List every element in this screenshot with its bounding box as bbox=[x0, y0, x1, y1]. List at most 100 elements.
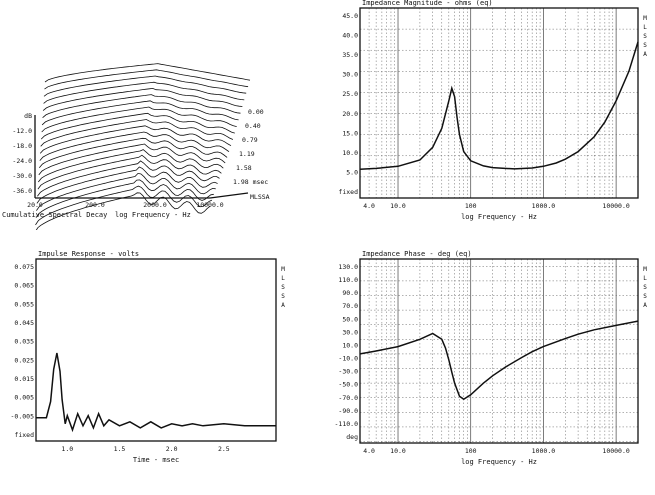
y-tick-label: 10.0 bbox=[342, 341, 358, 349]
x-tick-label: 100 bbox=[465, 447, 477, 455]
z-axis-line bbox=[209, 192, 249, 199]
waterfall-slice bbox=[34, 192, 211, 233]
impulse-response-chart: Impulse Response - volts 0.075 0.065 0.055 0… bbox=[11, 250, 286, 464]
waterfall-slice bbox=[37, 160, 220, 197]
y-tick-label: 0.025 bbox=[14, 356, 34, 364]
y-tick-label: 0.045 bbox=[14, 319, 34, 327]
y-tick-label: -30.0 bbox=[338, 368, 358, 376]
x-tick-label: 2000.0 bbox=[143, 201, 167, 209]
y-tick-label: deg bbox=[346, 433, 358, 441]
side-label-char: A bbox=[643, 51, 647, 58]
y-tick-label: 70.0 bbox=[342, 302, 358, 310]
x-tick-label: 1.5 bbox=[114, 445, 126, 453]
impulse-response-panel: Impulse Response - volts 0.075 0.065 0.055 0… bbox=[0, 250, 300, 475]
waterfall-slice bbox=[44, 63, 251, 83]
x-axis-label: log Frequency - Hz bbox=[461, 458, 537, 466]
chart-title: Impulse Response - volts bbox=[38, 250, 139, 258]
impedance-phase-chart: Impedance Phase - deg (eq) 130.0 110.0 90.0… bbox=[335, 250, 648, 466]
y-tick-label: 10.0 bbox=[342, 149, 358, 157]
side-label-char: M bbox=[281, 266, 285, 273]
waterfall-slice bbox=[39, 125, 232, 154]
waterfall-slice bbox=[35, 185, 213, 226]
side-label-char: A bbox=[281, 302, 285, 309]
time-tick-label: 0.40 bbox=[245, 122, 261, 130]
time-tick-label: 1.58 bbox=[236, 164, 252, 172]
data-series-line bbox=[359, 41, 639, 171]
y-tick-label: 35.0 bbox=[342, 51, 358, 59]
x-tick-label: 1000.0 bbox=[532, 447, 556, 455]
time-tick-label: 1.98 msec bbox=[233, 178, 268, 186]
chart-title: Impedance Phase - deg (eq) bbox=[362, 250, 472, 258]
chart-title: Cumulative Spectral Decay bbox=[2, 211, 107, 219]
waterfall-slice bbox=[41, 100, 239, 126]
y-tick-label: -0.005 bbox=[11, 412, 35, 420]
x-tick-label: 1.0 bbox=[61, 445, 73, 453]
waterfall-slice bbox=[37, 154, 222, 190]
side-label-char: M bbox=[643, 266, 647, 273]
y-tick-label: -70.0 bbox=[338, 394, 358, 402]
y-tick-label: 15.0 bbox=[342, 129, 358, 137]
waterfall-slice bbox=[42, 94, 241, 119]
impedance-magnitude-chart: Impedance Magnitude - ohms (eq) 45.0 40.0 3… bbox=[338, 0, 647, 221]
x-axis-label: log Frequency - Hz bbox=[461, 213, 537, 221]
x-tick-label: 10000.0 bbox=[602, 202, 629, 210]
waterfall-slice bbox=[38, 137, 228, 168]
y-tick-label: -18.0 bbox=[12, 142, 32, 150]
cumulative-spectral-decay-chart: dB -12.0 -18.0 -24.0 -30.0 -36.0 0.00 0.40 0.79 1… bbox=[2, 63, 270, 233]
y-tick-label: -24.0 bbox=[12, 157, 32, 165]
time-tick-label: 0.00 bbox=[248, 108, 264, 116]
x-tick-label: 10000.0 bbox=[602, 447, 629, 455]
y-tick-label: 5.0 bbox=[346, 168, 358, 176]
time-tick-label: 1.19 bbox=[239, 150, 255, 158]
y-tick-label: 45.0 bbox=[342, 12, 358, 20]
plot-frame bbox=[35, 258, 277, 442]
y-tick-label: fixed bbox=[14, 431, 34, 439]
x-tick-label: 10.0 bbox=[390, 202, 406, 210]
legend-label: MLSSA bbox=[250, 193, 270, 201]
x-tick-label: 4.0 bbox=[363, 447, 375, 455]
data-series-line bbox=[359, 320, 639, 401]
waterfall-slice bbox=[44, 69, 249, 90]
y-tick-label: 25.0 bbox=[342, 90, 358, 98]
waterfall-slice bbox=[36, 166, 218, 204]
side-label-char: L bbox=[643, 275, 647, 282]
waterfall-slice bbox=[39, 131, 230, 161]
csd-panel: dB -12.0 -18.0 -24.0 -30.0 -36.0 0.00 0.40 0.79 1… bbox=[0, 0, 290, 233]
waterfall-slice bbox=[37, 149, 224, 183]
x-tick-label: 100 bbox=[465, 202, 477, 210]
side-label-char: A bbox=[643, 302, 647, 309]
chart-title: Impedance Magnitude - ohms (eq) bbox=[362, 0, 493, 7]
x-tick-label: 10.0 bbox=[390, 447, 406, 455]
y-tick-label: -12.0 bbox=[12, 127, 32, 135]
y-tick-label: 50.0 bbox=[342, 315, 358, 323]
x-tick-label: 200.0 bbox=[85, 201, 105, 209]
y-tick-label: 40.0 bbox=[342, 32, 358, 40]
side-label-char: S bbox=[643, 42, 647, 49]
waterfall-slice bbox=[40, 119, 234, 147]
side-label-char: S bbox=[281, 284, 285, 291]
y-tick-label: 0.065 bbox=[14, 282, 34, 290]
side-label-char: S bbox=[643, 33, 647, 40]
y-tick-label: 0.055 bbox=[14, 300, 34, 308]
x-tick-label: 10000.0 bbox=[196, 201, 223, 209]
waterfall-slice bbox=[40, 112, 235, 140]
y-tick-label: fixed bbox=[338, 188, 358, 196]
waterfall-slice bbox=[43, 75, 247, 97]
y-tick-label: 110.0 bbox=[338, 276, 358, 284]
y-tick-label: 90.0 bbox=[342, 289, 358, 297]
waterfall-slice bbox=[35, 179, 214, 218]
side-label-char: S bbox=[643, 284, 647, 291]
y-tick-label: -36.0 bbox=[12, 187, 32, 195]
x-tick-label: 4.0 bbox=[363, 202, 375, 210]
x-axis-label: log Frequency - Hz bbox=[115, 211, 191, 219]
time-tick-label: 0.79 bbox=[242, 136, 258, 144]
x-tick-label: 2.5 bbox=[218, 445, 230, 453]
waterfall-slice bbox=[36, 172, 216, 211]
side-label-char: M bbox=[643, 15, 647, 22]
y-tick-label: 30.0 bbox=[342, 328, 358, 336]
y-tick-label: 0.005 bbox=[14, 394, 34, 402]
y-tick-label: 0.015 bbox=[14, 375, 34, 383]
x-tick-label: 20.0 bbox=[27, 201, 43, 209]
y-tick-label: -10.0 bbox=[338, 355, 358, 363]
impedance-phase-panel: Impedance Phase - deg (eq) 130.0 110.0 90.0… bbox=[325, 250, 655, 491]
